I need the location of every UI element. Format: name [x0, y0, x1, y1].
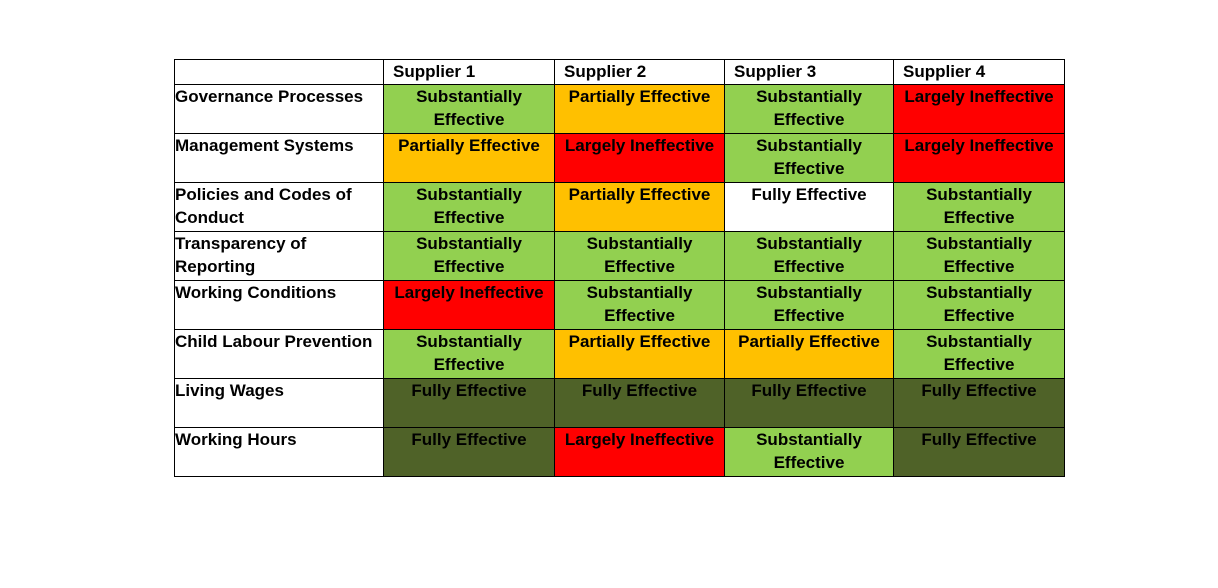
- rating-cell: Largely Ineffective: [554, 133, 725, 183]
- table-row: Working Conditions Largely Ineffective Sub…: [174, 280, 1065, 330]
- rating-cell: Substantially Effective: [893, 280, 1065, 330]
- header-supplier-1: Supplier 1: [383, 59, 555, 85]
- table-row: Management Systems Partially Effective Lar…: [174, 133, 1065, 183]
- row-label: Working Conditions: [174, 280, 384, 330]
- row-label: Governance Processes: [174, 84, 384, 134]
- row-label: Transparency of Reporting: [174, 231, 384, 281]
- rating-cell: Fully Effective: [554, 378, 725, 428]
- rating-cell: Fully Effective: [893, 427, 1065, 477]
- rating-cell: Substantially Effective: [383, 329, 555, 379]
- rating-cell: Substantially Effective: [724, 280, 894, 330]
- table-row: Governance Processes Substantially Effect…: [174, 84, 1065, 134]
- table-body: Governance Processes Substantially Effect…: [174, 84, 1065, 477]
- rating-cell: Substantially Effective: [383, 182, 555, 232]
- rating-cell: Substantially Effective: [554, 231, 725, 281]
- header-supplier-3: Supplier 3: [724, 59, 894, 85]
- rating-cell: Substantially Effective: [383, 84, 555, 134]
- rating-cell: Substantially Effective: [893, 231, 1065, 281]
- row-label: Working Hours: [174, 427, 384, 477]
- header-supplier-2: Supplier 2: [554, 59, 725, 85]
- rating-cell: Partially Effective: [554, 182, 725, 232]
- rating-cell: Substantially Effective: [554, 280, 725, 330]
- table-row: Working Hours Fully Effective Largely Inef…: [174, 427, 1065, 477]
- header-supplier-4: Supplier 4: [893, 59, 1065, 85]
- rating-cell: Fully Effective: [383, 378, 555, 428]
- rating-cell: Partially Effective: [554, 329, 725, 379]
- rating-cell: Largely Ineffective: [893, 84, 1065, 134]
- header-corner: [174, 59, 384, 85]
- rating-cell: Fully Effective: [724, 182, 894, 232]
- table-row: Policies and Codes of Conduct Substantial…: [174, 182, 1065, 232]
- rating-cell: Substantially Effective: [724, 133, 894, 183]
- rating-cell: Substantially Effective: [724, 427, 894, 477]
- rating-cell: Fully Effective: [724, 378, 894, 428]
- row-label: Policies and Codes of Conduct: [174, 182, 384, 232]
- table-row: Transparency of Reporting Substantially E…: [174, 231, 1065, 281]
- rating-cell: Substantially Effective: [724, 231, 894, 281]
- supplier-effectiveness-table: Supplier 1 Supplier 2 Supplier 3 Supplie…: [174, 59, 1065, 477]
- rating-cell: Substantially Effective: [893, 182, 1065, 232]
- rating-cell: Partially Effective: [554, 84, 725, 134]
- table-row: Living Wages Fully Effective Fully Effecti…: [174, 378, 1065, 428]
- rating-cell: Partially Effective: [724, 329, 894, 379]
- rating-cell: Largely Ineffective: [893, 133, 1065, 183]
- rating-cell: Substantially Effective: [383, 231, 555, 281]
- header-row: Supplier 1 Supplier 2 Supplier 3 Supplie…: [174, 59, 1065, 85]
- row-label: Living Wages: [174, 378, 384, 428]
- rating-cell: Largely Ineffective: [554, 427, 725, 477]
- rating-cell: Fully Effective: [893, 378, 1065, 428]
- rating-cell: Substantially Effective: [724, 84, 894, 134]
- rating-cell: Substantially Effective: [893, 329, 1065, 379]
- table-row: Child Labour Prevention Substantially Eff…: [174, 329, 1065, 379]
- rating-cell: Fully Effective: [383, 427, 555, 477]
- rating-cell: Largely Ineffective: [383, 280, 555, 330]
- row-label: Child Labour Prevention: [174, 329, 384, 379]
- rating-cell: Partially Effective: [383, 133, 555, 183]
- row-label: Management Systems: [174, 133, 384, 183]
